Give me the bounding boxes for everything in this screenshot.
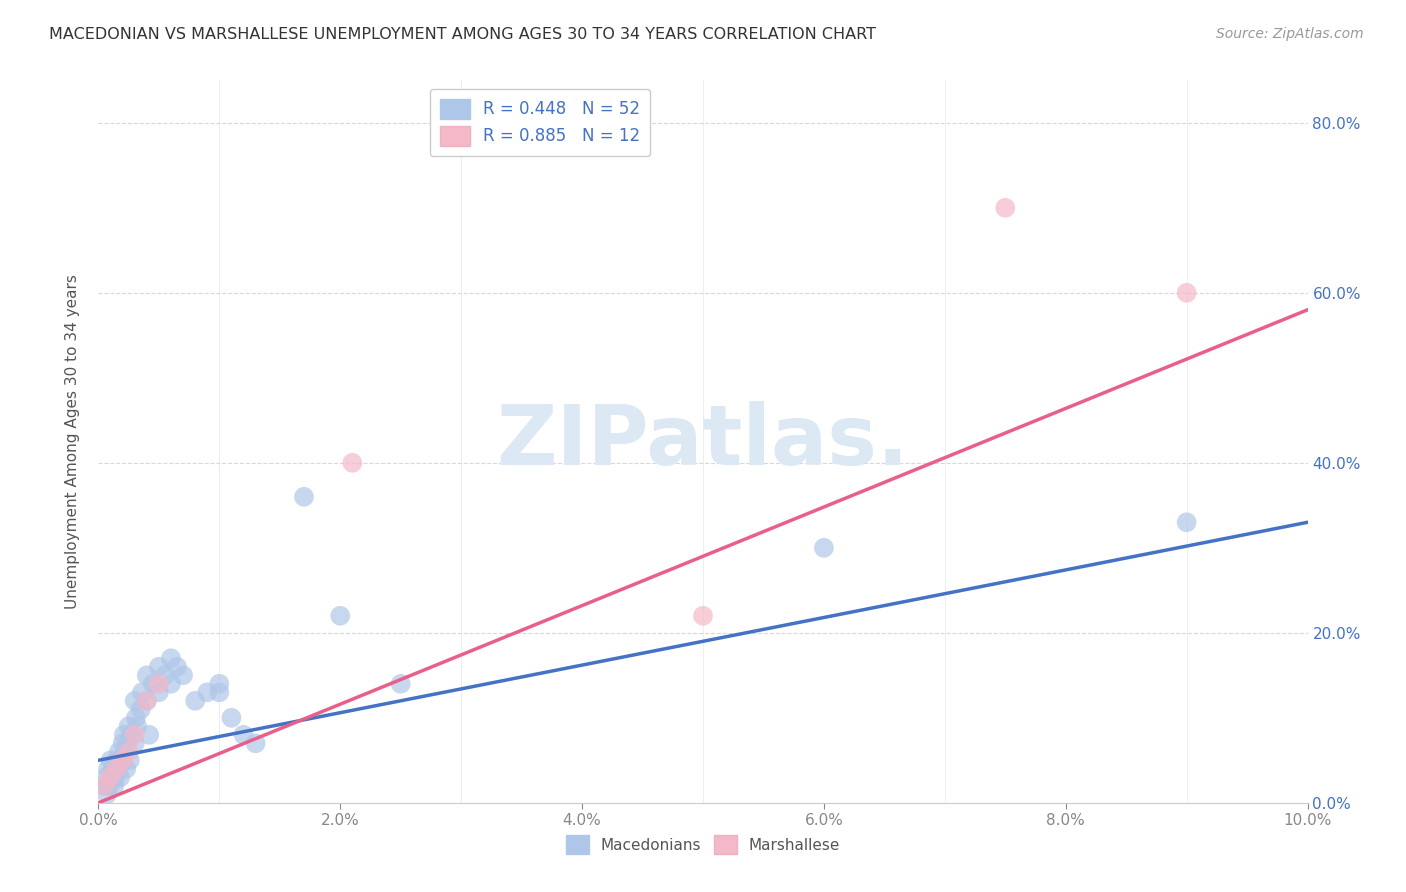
Point [107,762,129,776]
Point [142,677,165,691]
Point [93,779,115,793]
Point [208,677,231,691]
Point [120,728,142,742]
Point [292,490,315,504]
Point [101,762,124,776]
Point [1175,516,1198,530]
Point [994,201,1017,215]
Point [195,685,218,699]
Point [118,719,141,733]
Point [117,736,139,750]
Text: ZIPatlas.: ZIPatlas. [496,401,910,482]
Point [208,685,231,699]
Point [100,770,122,784]
Point [245,736,267,750]
Point [148,660,170,674]
Point [135,694,157,708]
Point [115,762,138,776]
Point [100,753,122,767]
Point [112,728,135,742]
Point [111,736,134,750]
Point [111,753,134,767]
Point [135,668,157,682]
Point [111,753,134,767]
Point [105,762,128,776]
Point [138,728,160,742]
Point [135,694,157,708]
Point [114,745,136,759]
Point [100,770,122,784]
Point [108,770,131,784]
Point [232,728,254,742]
Point [98,779,121,793]
Point [166,660,188,674]
Point [692,608,714,623]
Point [329,608,352,623]
Point [342,456,364,470]
Point [131,685,153,699]
Point [124,728,146,742]
Point [129,702,152,716]
Point [160,677,183,691]
Legend: Macedonians, Marshallese: Macedonians, Marshallese [560,830,846,860]
Point [389,677,412,691]
Point [96,787,118,801]
Point [1175,285,1198,300]
Text: Source: ZipAtlas.com: Source: ZipAtlas.com [1216,27,1364,41]
Point [125,711,148,725]
Point [153,668,176,682]
Point [94,770,117,784]
Point [124,736,146,750]
Point [124,694,146,708]
Point [97,762,120,776]
Point [172,668,194,682]
Point [127,719,149,733]
Y-axis label: Unemployment Among Ages 30 to 34 years: Unemployment Among Ages 30 to 34 years [65,274,80,609]
Point [160,651,183,665]
Point [118,745,141,759]
Point [118,753,141,767]
Point [148,685,170,699]
Point [813,541,835,555]
Point [103,779,125,793]
Point [221,711,243,725]
Point [104,770,127,784]
Point [105,753,128,767]
Point [184,694,207,708]
Text: MACEDONIAN VS MARSHALLESE UNEMPLOYMENT AMONG AGES 30 TO 34 YEARS CORRELATION CHA: MACEDONIAN VS MARSHALLESE UNEMPLOYMENT A… [49,27,876,42]
Point [93,779,115,793]
Point [108,745,131,759]
Point [148,677,170,691]
